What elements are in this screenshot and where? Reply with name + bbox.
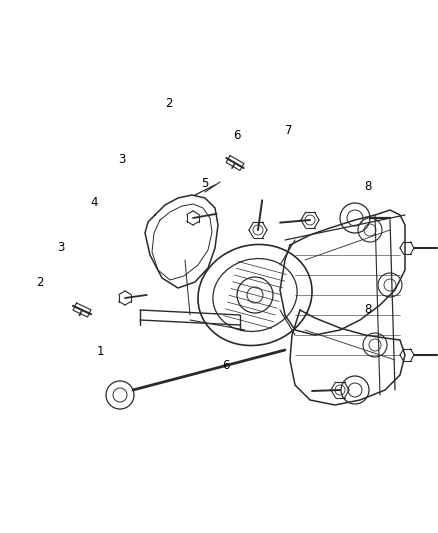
Text: 1: 1 xyxy=(97,345,105,358)
Text: 8: 8 xyxy=(364,180,371,193)
Text: 7: 7 xyxy=(285,124,293,137)
Text: 3: 3 xyxy=(118,154,125,166)
Text: 5: 5 xyxy=(201,177,208,190)
Text: 6: 6 xyxy=(222,359,230,372)
Text: 8: 8 xyxy=(364,303,371,316)
Text: 6: 6 xyxy=(233,130,240,142)
Text: 3: 3 xyxy=(57,241,64,254)
Text: 2: 2 xyxy=(35,276,43,289)
Text: 2: 2 xyxy=(165,98,173,110)
Text: 4: 4 xyxy=(90,196,98,209)
